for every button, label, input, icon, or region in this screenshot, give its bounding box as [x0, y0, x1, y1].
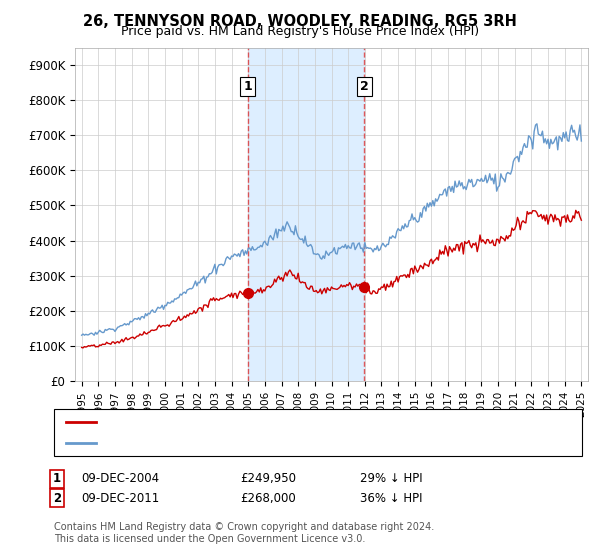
Text: 36% ↓ HPI: 36% ↓ HPI: [360, 492, 422, 505]
Text: 26, TENNYSON ROAD, WOODLEY, READING, RG5 3RH (detached house): 26, TENNYSON ROAD, WOODLEY, READING, RG5…: [105, 417, 505, 427]
Bar: [248, 48, 364, 381]
Text: Contains HM Land Registry data © Crown copyright and database right 2024.
This d: Contains HM Land Registry data © Crown c…: [54, 522, 434, 544]
Text: 26, TENNYSON ROAD, WOODLEY, READING, RG5 3RH: 26, TENNYSON ROAD, WOODLEY, READING, RG5…: [83, 14, 517, 29]
Text: 2: 2: [360, 80, 368, 93]
Text: 1: 1: [53, 472, 61, 486]
Text: 09-DEC-2011: 09-DEC-2011: [81, 492, 159, 505]
Text: £249,950: £249,950: [240, 472, 296, 486]
Text: £268,000: £268,000: [240, 492, 296, 505]
Text: 29% ↓ HPI: 29% ↓ HPI: [360, 472, 422, 486]
Text: 1: 1: [243, 80, 252, 93]
Text: 2: 2: [53, 492, 61, 505]
Text: HPI: Average price, detached house, Wokingham: HPI: Average price, detached house, Woki…: [105, 438, 377, 448]
Text: 09-DEC-2004: 09-DEC-2004: [81, 472, 159, 486]
Text: Price paid vs. HM Land Registry's House Price Index (HPI): Price paid vs. HM Land Registry's House …: [121, 25, 479, 38]
